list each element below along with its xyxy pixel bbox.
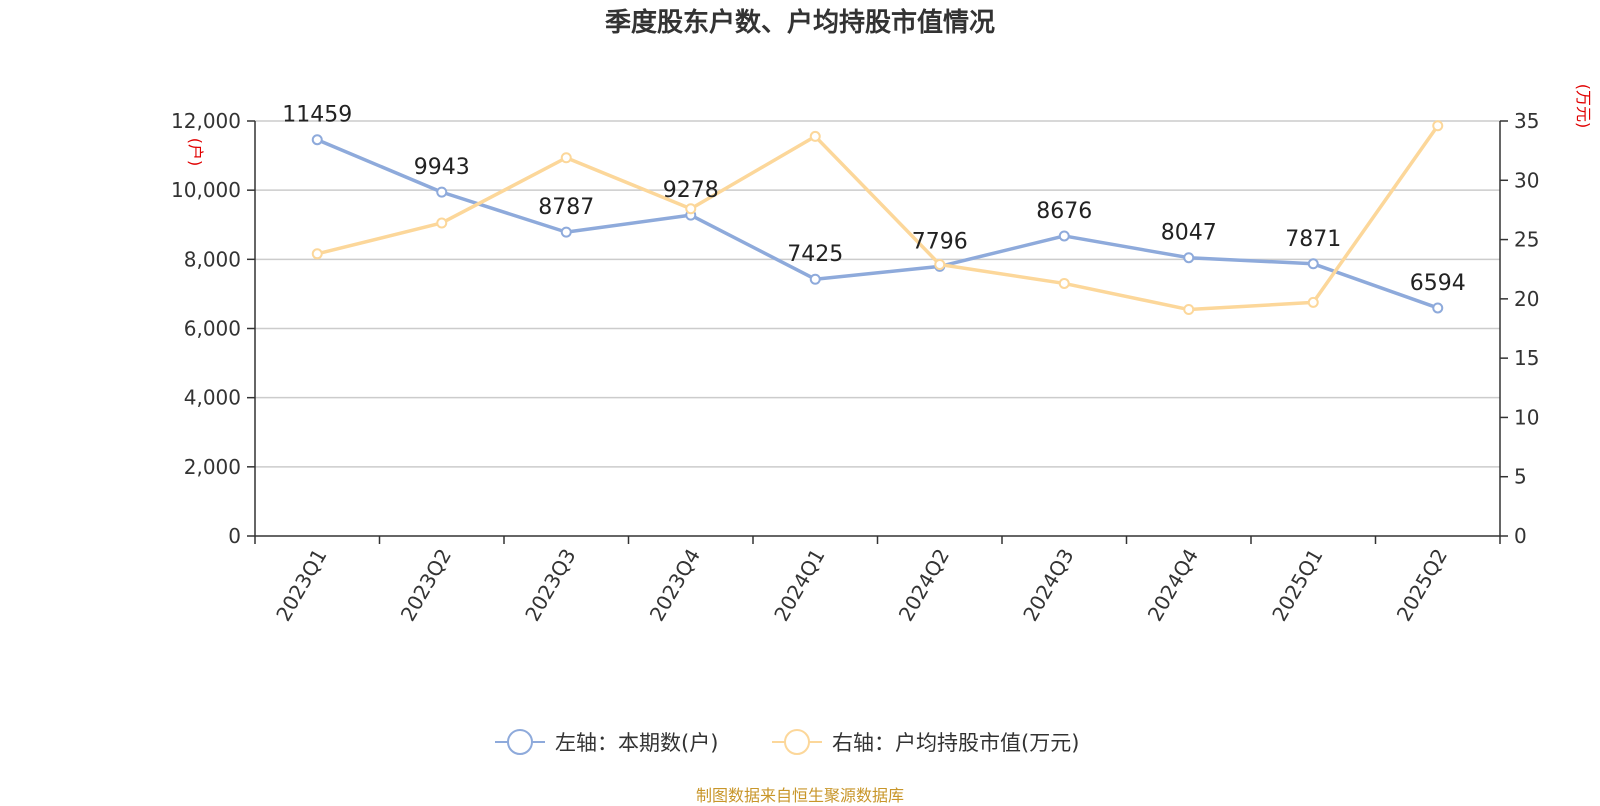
- data-label: 8676: [1036, 199, 1092, 224]
- data-point-left: [1183, 252, 1195, 264]
- y-left-unit: (户): [186, 138, 205, 167]
- x-tick-label: 2023Q1: [271, 545, 331, 626]
- x-tick-label: 2025Q1: [1267, 545, 1327, 626]
- y-right-tick-label: 15: [1514, 346, 1539, 370]
- data-label: 9943: [414, 155, 470, 180]
- legend-item: 左轴：本期数(户): [495, 729, 718, 755]
- data-point-right: [436, 217, 448, 229]
- data-label: 8047: [1161, 221, 1217, 246]
- legend-label: 右轴：户均持股市值(万元): [832, 731, 1079, 755]
- data-point-right: [809, 130, 821, 142]
- data-point-left: [809, 273, 821, 285]
- y-right-tick-label: 30: [1514, 168, 1539, 192]
- legend: 左轴：本期数(户) 右轴：户均持股市值(万元): [495, 729, 1079, 755]
- y-right-tick-label: 5: [1514, 465, 1527, 489]
- data-label: 7871: [1285, 227, 1341, 252]
- data-point-left: [1432, 302, 1444, 314]
- data-label: 7425: [787, 242, 843, 267]
- data-point-right: [934, 258, 946, 270]
- x-tick-label: 2023Q3: [520, 545, 580, 626]
- data-label: 11459: [282, 103, 352, 128]
- gridlines: [255, 120, 1500, 468]
- y-left-tick-label: 8,000: [184, 247, 241, 271]
- data-point-left: [1058, 230, 1070, 242]
- x-tick-label: 2024Q1: [769, 545, 829, 626]
- data-label: 8787: [538, 195, 594, 220]
- data-point-right: [685, 203, 697, 215]
- y-left-tick-label: 6,000: [184, 317, 241, 341]
- axes: 0 2,000 4,000 6,000 8,000 10,000 12,000 0 5 10 15 2…: [171, 84, 1593, 625]
- data-point-left: [436, 186, 448, 198]
- y-right-tick-label: 35: [1514, 109, 1539, 133]
- x-tick-label: 2024Q3: [1018, 545, 1078, 626]
- data-point-right: [1307, 296, 1319, 308]
- data-point-right: [1058, 277, 1070, 289]
- legend-marker-icon: [784, 729, 810, 755]
- x-tick-label: 2024Q2: [894, 545, 954, 626]
- data-point-right: [560, 152, 572, 164]
- data-point-left: [560, 226, 572, 238]
- data-point-right: [1432, 120, 1444, 132]
- chart-title: 季度股东户数、户均持股市值情况: [604, 8, 995, 38]
- y-left-tick-label: 2,000: [184, 455, 241, 479]
- y-right-unit: (万元): [1574, 84, 1593, 129]
- y-right-tick-label: 10: [1514, 405, 1539, 429]
- data-label: 6594: [1410, 271, 1466, 296]
- y-left-tick-label: 12,000: [171, 109, 241, 133]
- data-label: 9278: [663, 178, 719, 203]
- source-note: 制图数据来自恒生聚源数据库: [695, 786, 904, 805]
- data-point-left: [311, 134, 323, 146]
- x-tick-label: 2023Q2: [396, 545, 456, 626]
- data-point-right: [1183, 304, 1195, 316]
- series-line-right: [316, 124, 1440, 312]
- y-right-tick-label: 0: [1514, 524, 1527, 548]
- y-right-tick-label: 25: [1514, 228, 1539, 252]
- legend-item: 右轴：户均持股市值(万元): [772, 729, 1079, 755]
- y-left-tick-label: 0: [228, 524, 241, 548]
- x-tick-label: 2024Q4: [1143, 545, 1203, 626]
- y-left-tick-label: 10,000: [171, 178, 241, 202]
- y-right-tick-label: 20: [1514, 287, 1539, 311]
- data-point-left: [1307, 258, 1319, 270]
- series-line-left: [316, 138, 1439, 310]
- legend-label: 左轴：本期数(户): [555, 731, 718, 755]
- x-tick-label: 2025Q2: [1392, 545, 1452, 626]
- data-point-right: [311, 248, 323, 260]
- series-lines: [311, 120, 1444, 316]
- x-tick-label: 2023Q4: [645, 545, 705, 626]
- y-left-tick-label: 4,000: [184, 386, 241, 410]
- legend-marker-icon: [507, 729, 533, 755]
- data-labels: 11459 9943 8787 9278 7425 7796 8676 8047 7871 659…: [282, 103, 1466, 296]
- data-label: 7796: [912, 229, 968, 254]
